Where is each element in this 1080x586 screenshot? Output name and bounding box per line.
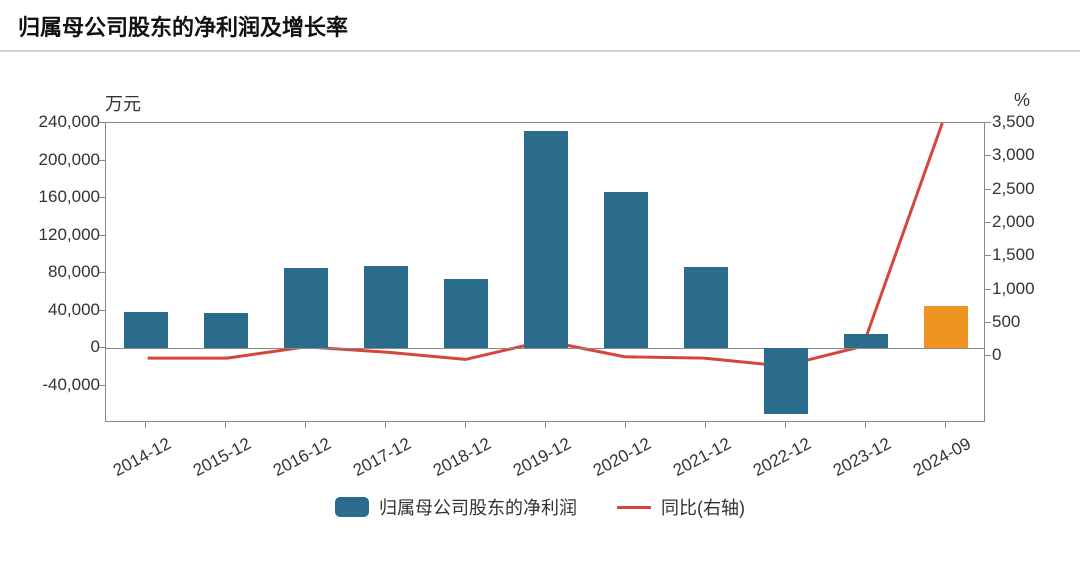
y-left-tick-label: 120,000: [20, 225, 100, 245]
legend-bar-label: 归属母公司股东的净利润: [379, 494, 577, 520]
bar: [684, 267, 728, 348]
y-right-tick-label: 1,000: [992, 279, 1062, 299]
chart-area: 万元 % -40,000 0 40,000 80,000 120,000 160,000 2…: [0, 52, 1080, 532]
y-left-tick-label: 160,000: [20, 187, 100, 207]
bar: [924, 306, 968, 348]
legend-item-bar: 归属母公司股东的净利润: [335, 494, 577, 520]
y-left-tick-label: 200,000: [20, 150, 100, 170]
x-tick-label: 2014-12: [94, 434, 174, 489]
x-tick-label: 2023-12: [814, 434, 894, 489]
y-right-tick-label: 3,500: [992, 112, 1062, 132]
y-right-tick-label: 0: [992, 345, 1062, 365]
bar: [364, 266, 408, 349]
y-right-tick-label: 3,000: [992, 145, 1062, 165]
y-left-tick-label: -40,000: [20, 375, 100, 395]
y-left-tick-label: 240,000: [20, 112, 100, 132]
bar: [764, 348, 808, 414]
y-left-tick-label: 0: [20, 337, 100, 357]
legend-line-label: 同比(右轴): [661, 494, 745, 520]
left-y-unit: 万元: [105, 90, 141, 116]
x-tick-label: 2015-12: [174, 434, 254, 489]
plot-region: [105, 122, 985, 422]
title-bar: 归属母公司股东的净利润及增长率: [0, 0, 1080, 52]
legend: 归属母公司股东的净利润 同比(右轴): [0, 494, 1080, 520]
bar: [844, 334, 888, 348]
y-right-tick-label: 2,500: [992, 179, 1062, 199]
bar: [204, 313, 248, 348]
bar: [524, 131, 568, 349]
right-y-unit: %: [1014, 90, 1030, 111]
y-right-tick-label: 500: [992, 312, 1062, 332]
x-tick-label: 2021-12: [654, 434, 734, 489]
x-tick-label: 2019-12: [494, 434, 574, 489]
x-tick-label: 2022-12: [734, 434, 814, 489]
bar: [124, 312, 168, 348]
x-tick-label: 2016-12: [254, 434, 334, 489]
legend-swatch-line: [617, 506, 651, 509]
x-tick-label: 2020-12: [574, 434, 654, 489]
x-tick-label: 2017-12: [334, 434, 414, 489]
x-tick-label: 2018-12: [414, 434, 494, 489]
legend-item-line: 同比(右轴): [617, 494, 745, 520]
y-left-tick-label: 80,000: [20, 262, 100, 282]
bar: [444, 279, 488, 348]
y-left-tick-label: 40,000: [20, 300, 100, 320]
bar: [604, 192, 648, 348]
y-right-tick-label: 2,000: [992, 212, 1062, 232]
chart-title: 归属母公司股东的净利润及增长率: [18, 10, 1062, 42]
x-tick-label: 2024-09: [894, 434, 974, 489]
y-right-tick-label: 1,500: [992, 245, 1062, 265]
bar: [284, 268, 328, 348]
legend-swatch-bar: [335, 497, 369, 517]
